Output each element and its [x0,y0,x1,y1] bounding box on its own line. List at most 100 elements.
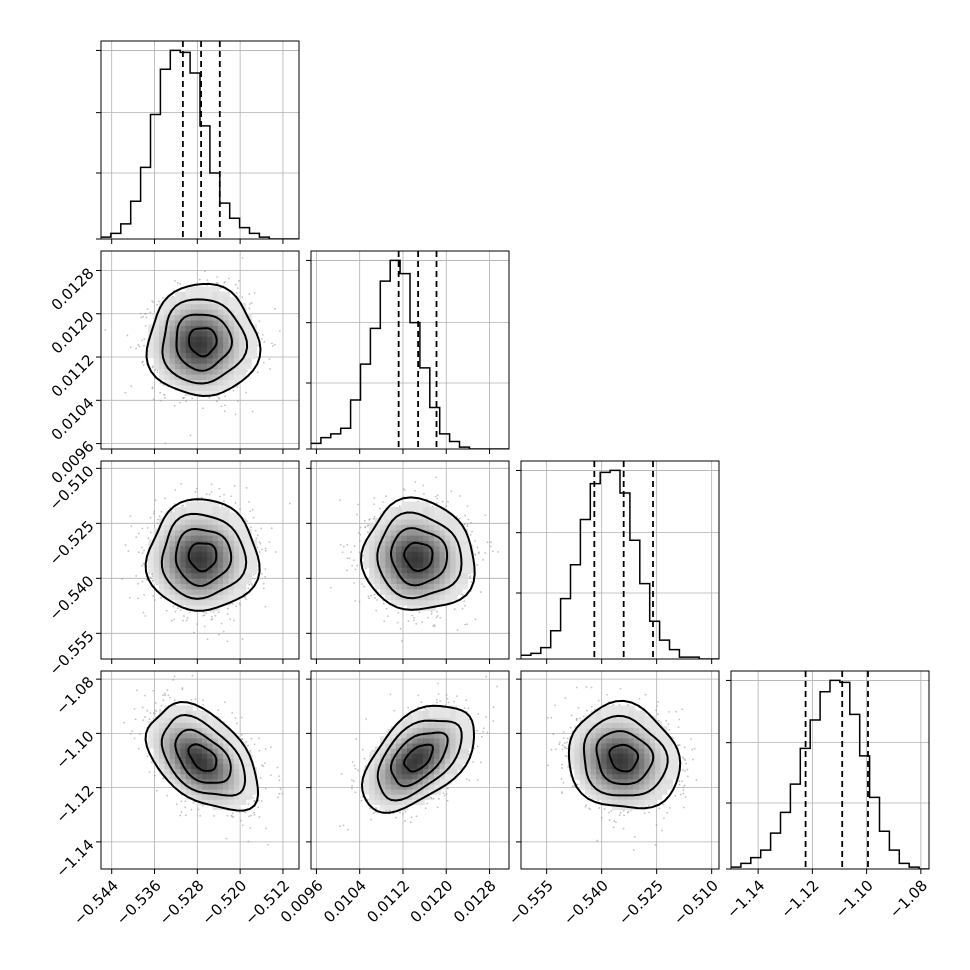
sample-point [364,765,367,768]
sample-point [192,802,195,805]
sample-point [162,694,165,697]
sample-point [257,799,260,802]
histogram-panel [516,460,720,664]
sample-point [561,748,564,751]
sample-point [482,558,484,561]
sample-point [447,500,449,503]
sample-point [359,526,362,529]
sample-point [249,510,252,513]
sample-point [433,623,436,626]
sample-point [145,578,148,581]
contour-line [144,498,261,612]
sample-point [596,839,599,842]
density-cell [233,302,247,316]
sample-point [466,525,469,528]
x-tick-label: −0.544 [70,877,122,929]
sample-point [166,794,169,797]
panel-frame [100,460,300,660]
sample-point [373,496,376,499]
sample-point [130,525,133,528]
sample-point [258,550,261,553]
sample-point [424,707,426,710]
sample-point [399,627,402,630]
sample-point [144,615,147,617]
sample-point [679,793,682,796]
sample-point [598,807,601,809]
histogram-panel [96,40,300,244]
sample-point [603,808,606,811]
histogram-step [101,49,299,239]
sample-point [436,497,439,500]
sample-point [597,699,600,702]
sample-point [157,300,160,303]
sample-point [253,812,256,814]
sample-point [210,483,213,486]
sample-point [165,609,168,612]
sample-point [430,613,433,615]
sample-point [253,800,256,803]
contour-line [161,298,249,385]
sample-point [163,393,166,396]
sample-point [226,613,229,615]
sample-point [146,755,149,758]
sample-point [459,495,461,497]
sample-point [248,583,251,586]
sample-point [241,256,244,259]
scatter-panel [96,670,300,874]
sample-point [610,809,613,812]
sample-point [685,762,688,765]
sample-point [131,730,134,733]
sample-point [226,607,229,610]
sample-point [218,487,221,490]
sample-point [354,600,357,602]
sample-point [358,539,361,542]
sample-point [173,675,176,678]
sample-point [137,582,139,585]
sample-point [270,527,273,530]
sample-point [155,789,158,792]
sample-point [140,316,143,319]
x-tick-label: 0.0128 [450,877,500,927]
sample-point [151,572,154,575]
sample-point [552,733,555,736]
sample-point [436,610,438,613]
sample-point [357,503,359,506]
sample-point [237,279,240,282]
sample-point [150,761,153,764]
sample-point [415,815,418,818]
sample-point [149,576,152,579]
sample-point [264,605,267,608]
sample-point [233,619,235,622]
sample-point [205,612,208,614]
sample-point [265,827,267,830]
sample-point [259,777,262,779]
sample-point [148,718,151,721]
sample-point [216,400,218,403]
sample-point [463,707,466,709]
y-tick-label: 0.0112 [48,351,98,401]
sample-point [550,748,553,751]
sample-point [369,807,371,810]
sample-point [253,292,256,294]
sample-point [606,693,608,696]
sample-point [247,500,250,503]
y-tick-label: −1.14 [52,836,97,881]
sample-point [273,343,276,346]
sample-point [353,582,356,584]
sample-point [436,494,439,497]
sample-point [262,361,265,364]
sample-point [173,503,176,505]
sample-point [353,559,355,562]
sample-point [676,744,679,747]
sample-point [476,779,479,781]
sample-point [658,807,661,810]
contour-line [187,542,218,573]
sample-point [342,545,345,548]
sample-point [146,308,149,311]
sample-point [274,551,277,553]
sample-point [121,578,124,580]
sample-point [233,484,236,487]
sample-point [681,708,684,711]
sample-point [585,686,588,688]
sample-point [143,549,145,552]
